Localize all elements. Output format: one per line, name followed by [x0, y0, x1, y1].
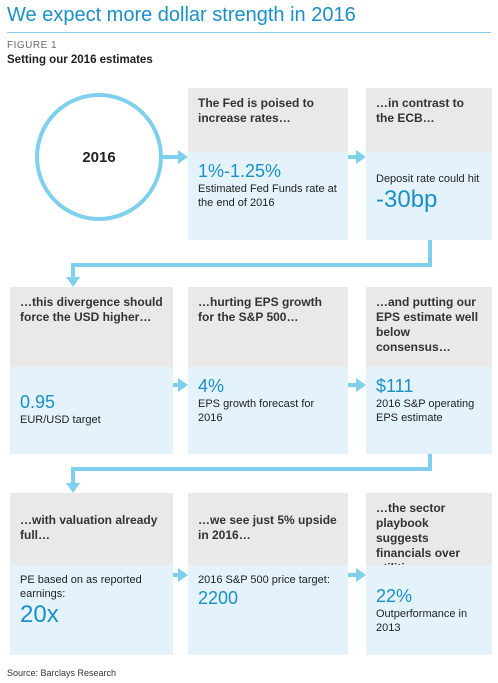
arrowhead-valuation-to-upside [178, 568, 188, 582]
sector-value: 22% [376, 586, 413, 606]
fed-heading: The Fed is poised to increase rates… [198, 96, 315, 125]
upside-value-box: 2016 S&P 500 price target: 2200 [188, 565, 348, 655]
usd-target-value: 0.95 [20, 392, 56, 412]
usd-value-box: 0.95 EUR/USD target [10, 367, 173, 454]
title-divider [7, 32, 491, 33]
arrowhead-circle-to-fed [178, 150, 188, 164]
usd-heading: …this divergence should force the USD hi… [20, 295, 163, 324]
arrowhead-fed-to-ecb [356, 150, 366, 164]
upside-value: 2200 [198, 588, 239, 608]
year-circle: 2016 [35, 93, 163, 221]
eps-heading: …hurting EPS growth for the S&P 500… [198, 295, 322, 324]
upside-detail: 2016 S&P 500 price target: [198, 574, 330, 586]
figure-label: FIGURE 1 [7, 40, 58, 51]
source-note: Source: Barclays Research [7, 668, 117, 678]
estimate-detail: 2016 S&P operating EPS estimate [376, 398, 475, 424]
sector-heading-box: …the sector playbook suggests financials… [366, 493, 492, 575]
fed-rate-detail: Estimated Fed Funds rate at the end of 2… [198, 183, 337, 209]
sector-detail: Outperformance in 2013 [376, 608, 468, 634]
ecb-value-box: Deposit rate could hit -30bp [366, 152, 492, 240]
estimate-value: $111 [376, 376, 414, 396]
ecb-heading-box: …in contrast to the ECB… [366, 88, 492, 152]
ecb-rate-detail: Deposit rate could hit [376, 173, 480, 185]
fed-value-box: 1%-1.25% Estimated Fed Funds rate at the… [188, 152, 348, 240]
valuation-value-box: PE based on as reported earnings: 20x [10, 565, 173, 655]
arrowhead-eps-to-estimate [356, 378, 366, 392]
eps-growth-value: 4% [198, 376, 225, 396]
usd-heading-box: …this divergence should force the USD hi… [10, 287, 173, 367]
arrowhead-estimate-to-row3 [66, 483, 80, 493]
eps-growth-detail: EPS growth forecast for 2016 [198, 398, 315, 424]
connector-estimate-to-row3 [71, 454, 432, 483]
fed-rate-value: 1%-1.25% [198, 161, 282, 181]
usd-target-detail: EUR/USD target [20, 414, 101, 426]
valuation-heading: …with valuation already full… [20, 513, 158, 542]
upside-heading: …we see just 5% upside in 2016… [198, 513, 337, 542]
valuation-value: 20x [20, 601, 59, 628]
sector-value-box: 22% Outperformance in 2013 [366, 565, 492, 655]
page-title: We expect more dollar strength in 2016 [7, 4, 356, 26]
sector-heading: …the sector playbook suggests financials… [376, 501, 461, 575]
estimate-value-box: $111 2016 S&P operating EPS estimate [366, 367, 492, 454]
figure-subtitle: Setting our 2016 estimates [7, 54, 153, 66]
valuation-heading-box: …with valuation already full… [10, 493, 173, 565]
estimate-heading-box: …and putting our EPS estimate well below… [366, 287, 492, 367]
eps-value-box: 4% EPS growth forecast for 2016 [188, 367, 348, 454]
year-label: 2016 [82, 148, 116, 166]
eps-heading-box: …hurting EPS growth for the S&P 500… [188, 287, 348, 367]
arrowhead-usd-to-eps [178, 378, 188, 392]
arrowhead-ecb-to-row2 [66, 277, 80, 287]
estimate-heading: …and putting our EPS estimate well below… [376, 295, 479, 354]
valuation-detail: PE based on as reported earnings: [20, 574, 142, 600]
arrowhead-upside-to-sector [356, 568, 366, 582]
ecb-rate-value: -30bp [376, 186, 438, 213]
ecb-heading: …in contrast to the ECB… [376, 96, 465, 125]
connector-ecb-to-row2 [71, 240, 432, 277]
upside-heading-box: …we see just 5% upside in 2016… [188, 493, 348, 565]
fed-heading-box: The Fed is poised to increase rates… [188, 88, 348, 152]
